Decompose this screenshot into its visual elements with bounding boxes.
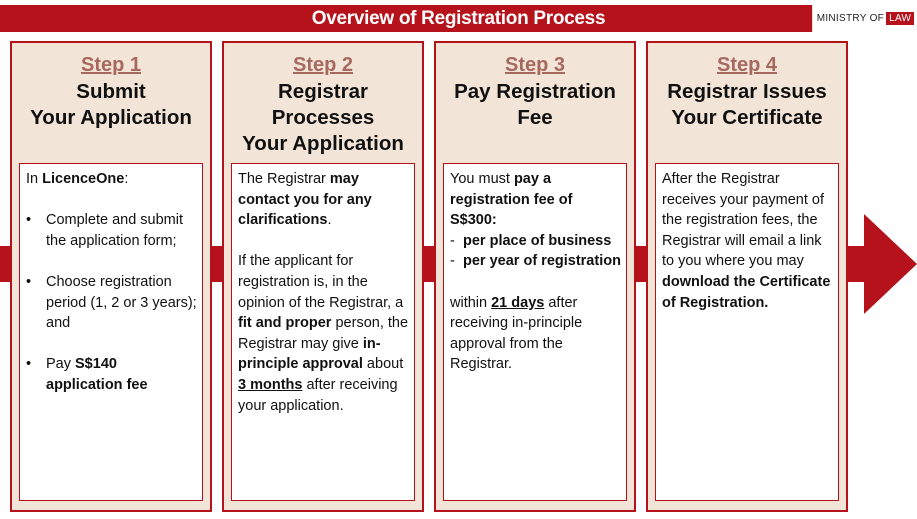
text: fit and proper: [238, 315, 332, 332]
step-title-line: Your Application: [242, 132, 404, 155]
logo-prefix: MINISTRY OF: [816, 13, 885, 24]
step-title-line: Processes: [271, 106, 375, 129]
text: Choose registration period (1, 2 or 3 ye…: [46, 273, 197, 332]
text: after receiving in-principle approval fr…: [450, 294, 583, 373]
step-label: Step 1: [80, 54, 142, 76]
step-description: In LicenceOne: • Complete and submit the …: [19, 163, 203, 501]
text: Pay: [46, 356, 76, 373]
bullet-icon: •: [26, 273, 32, 290]
step-title-line: Registrar: [277, 80, 368, 103]
step-title-line: Your Certificate: [671, 106, 823, 129]
text: after receiving your application.: [238, 376, 398, 414]
arrow-right-icon: [864, 214, 917, 314]
text: may contact you for any clarifications: [238, 171, 372, 229]
text: per year of registration: [463, 253, 621, 270]
step-title-line: Submit: [76, 80, 146, 103]
text: 21 days: [491, 294, 545, 311]
text: Complete and submit the application form…: [46, 212, 184, 249]
ministry-of-law-logo: MINISTRY OF LAW: [812, 5, 917, 32]
text: The Registrar: [238, 171, 330, 187]
step-description: You must pay a registration fee of S$300…: [443, 163, 627, 501]
step-title-line: Pay Registration: [454, 80, 616, 103]
step-description: After the Registrar receives your paymen…: [655, 163, 839, 501]
dash-icon: -: [450, 232, 455, 249]
logo-highlight: LAW: [886, 12, 915, 25]
text: You must: [450, 171, 514, 187]
step-card-4: Step 4 Registrar Issues Your Certificate…: [646, 41, 848, 512]
text: per place of business: [463, 232, 612, 249]
fee-amount: S$140 application fee: [46, 356, 148, 393]
step-card-2: Step 2 Registrar Processes Your Applicat…: [222, 41, 424, 512]
text: within: [450, 294, 492, 311]
step-card-3: Step 3 Pay Registration Fee You must pay…: [434, 41, 636, 512]
text: .: [327, 212, 332, 229]
list-item: • Choose registration period (1, 2 or 3 y…: [26, 272, 197, 334]
text: In: [26, 171, 43, 187]
list-item: - per year of registration: [450, 251, 621, 272]
text: download the Certificate of Registration…: [662, 273, 831, 311]
text: If the applicant for registration is, in…: [238, 253, 404, 311]
header-bar: [0, 5, 812, 32]
text: pay a registration fee of S$300:: [450, 171, 573, 229]
step-description: The Registrar may contact you for any cl…: [231, 163, 415, 501]
step-title-line: Your Application: [30, 106, 192, 129]
text: in-principle approval: [238, 335, 381, 373]
page-title: Overview of Registration Process: [311, 8, 606, 29]
list-item: • Complete and submit the application for…: [26, 210, 197, 251]
licenceone-label: LicenceOne: [42, 171, 125, 187]
bullet-icon: •: [26, 356, 32, 373]
step-card-1: Step 1 Submit Your Application In Licenc…: [10, 41, 212, 512]
step-label: Step 4: [716, 54, 778, 76]
step-title-line: Registrar Issues: [667, 80, 827, 103]
step-title-line: Fee: [517, 106, 553, 129]
bullet-icon: •: [26, 212, 32, 229]
step-label: Step 3: [504, 54, 566, 76]
text: After the Registrar receives your paymen…: [662, 171, 824, 270]
text: person, the Registrar may give: [238, 315, 409, 352]
text: 3 months: [238, 376, 303, 393]
text: :: [124, 171, 129, 187]
list-item: • Pay S$140 application fee: [26, 354, 197, 395]
text: about: [362, 356, 404, 373]
dash-icon: -: [450, 253, 455, 270]
step-label: Step 2: [292, 54, 354, 76]
list-item: - per place of business: [450, 231, 621, 252]
